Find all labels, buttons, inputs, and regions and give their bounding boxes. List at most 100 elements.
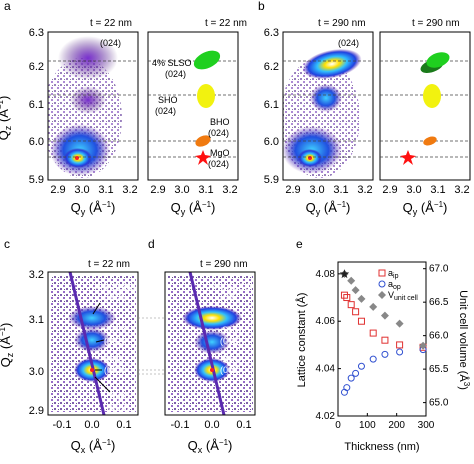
svg-text:BHO: BHO (222, 354, 242, 364)
svg-text:6.2: 6.2 (29, 61, 44, 73)
y2-tick-label: 65.5 (429, 364, 449, 375)
svg-text:(002): (002) (220, 365, 241, 375)
data-point (381, 336, 389, 344)
bho-peak (195, 135, 211, 147)
data-point (369, 302, 378, 311)
rsm-map (48, 272, 138, 415)
data-marks (339, 269, 428, 396)
svg-text:3.0: 3.0 (74, 184, 89, 196)
svg-text:2.9: 2.9 (29, 405, 44, 417)
y-axis-label: Lattice constant (Å) (295, 293, 308, 388)
data-point (380, 311, 389, 320)
svg-text:-0.1: -0.1 (171, 419, 190, 431)
rsm-map (283, 32, 373, 180)
x-ticks: -0.1 0.0 0.1 -0.1 0.0 0.1 (53, 419, 252, 431)
svg-text:BHO: BHO (104, 354, 124, 364)
data-point-star (339, 269, 350, 279)
svg-text:(002): (002) (104, 292, 125, 302)
svg-text:3.2: 3.2 (454, 184, 469, 196)
thickness-label: t = 22 nm (205, 18, 247, 29)
svg-text:3.2: 3.2 (122, 184, 137, 196)
thickness-label: t = 22 nm (90, 18, 132, 29)
data-point (395, 319, 404, 328)
y2-axis-label: Unit cell volume (Å3) (457, 290, 471, 390)
y-ticks-a: 5.9 6.0 6.1 6.2 6.3 (29, 27, 44, 186)
bottom-axes: Qz (Å−1) 2.9 3.0 3.1 3.2 -0.1 0.0 0.1 -0… (0, 269, 252, 455)
data-point (369, 329, 377, 337)
legend-entry: aip (388, 268, 399, 280)
svg-text:Qx (Å−1): Qx (Å−1) (71, 438, 116, 455)
panel-letter: a (4, 0, 11, 13)
svg-text:4% SLSO: 4% SLSO (96, 282, 136, 292)
data-point (343, 384, 351, 392)
y-axis-label: Qz (Å−1) (0, 96, 13, 141)
svg-text:3.1: 3.1 (333, 184, 348, 196)
slso-label: 4% SLSO (152, 58, 192, 68)
slso-index: (024) (165, 69, 186, 79)
slso-peak (193, 50, 221, 70)
svg-text:2.9: 2.9 (150, 184, 165, 196)
rsm-map (48, 32, 138, 180)
svg-text:0.0: 0.0 (204, 419, 219, 431)
y2-tick-label: 65.0 (429, 398, 449, 409)
legend-entry: Vunit cell (388, 290, 418, 302)
x-ticks: 0 100 200 300 (335, 413, 435, 431)
peak-labels: 4% SLSO (002) SHO (002) BHO (002) MgO (0… (96, 282, 136, 412)
x-axis-labels: Qy (Å−1) Qy (Å−1) Qy (Å−1) Qy (Å−1) (71, 200, 448, 217)
data-point (357, 317, 365, 325)
svg-text:Qy (Å−1): Qy (Å−1) (71, 200, 116, 217)
y-tick-label: 4.06 (316, 316, 336, 327)
plot-frame (47, 31, 139, 181)
mgo-peak (400, 150, 416, 165)
data-point (347, 301, 355, 309)
svg-text:6.1: 6.1 (29, 99, 44, 111)
label-arrows (92, 302, 111, 393)
plot-frame (379, 31, 471, 181)
x-axis-labels: Qx (Å−1) Qx (Å−1) (71, 438, 233, 455)
legend-entry: aop (388, 279, 401, 291)
guide-lines (138, 317, 165, 375)
svg-text:3.1: 3.1 (29, 314, 44, 326)
sho-peak (197, 84, 215, 108)
data-point (369, 355, 377, 363)
plot-frame (147, 31, 239, 181)
svg-text:4% SLSO: 4% SLSO (212, 282, 252, 292)
svg-text:3.2: 3.2 (222, 184, 237, 196)
svg-text:SHO: SHO (106, 325, 126, 335)
panel-a-schematic: t = 22 nm 4% SLSO (024) SHO (024) BHO (0… (147, 18, 247, 181)
rsm-map (165, 272, 255, 415)
top-axes: Qz (Å−1) 5.9 6.0 6.1 6.2 6.3 5.9 6.0 6.1… (0, 27, 470, 217)
y-axis-label: Qz (Å−1) (0, 323, 15, 368)
y-tick-label: 4.08 (316, 269, 336, 280)
data-point (343, 294, 351, 302)
svg-text:3.0: 3.0 (406, 184, 421, 196)
guide-lines (48, 60, 138, 158)
svg-text:SHO: SHO (222, 325, 242, 335)
panel-d: d t = 290 nm 4% SLSO (002) SHO (002) BHO… (148, 237, 256, 416)
x-tick-label: 300 (418, 420, 435, 431)
data-point (357, 294, 366, 303)
svg-text:0.1: 0.1 (116, 419, 131, 431)
guide-lines (283, 60, 373, 158)
data-point (352, 369, 360, 377)
data-point (396, 341, 404, 349)
x-ticks: 2.9 3.0 3.1 3.2 2.9 3.0 3.1 3.2 2.9 3.0 … (50, 184, 469, 196)
svg-text:3.2: 3.2 (357, 184, 372, 196)
thickness-label: t = 290 nm (318, 18, 366, 29)
panel-e: e Lattice constant (Å) Unit cell volume … (295, 237, 471, 453)
svg-text:3.2: 3.2 (29, 269, 44, 281)
data-point (347, 374, 355, 382)
sho-label: SHO (158, 95, 178, 105)
data-point (347, 276, 356, 285)
svg-text:6.2: 6.2 (264, 61, 279, 73)
svg-text:3.1: 3.1 (98, 184, 113, 196)
guide-lines (148, 60, 238, 158)
panel-letter: e (296, 237, 303, 251)
bho-label: BHO (210, 117, 230, 127)
mgo-peak (195, 150, 211, 165)
svg-text:3.1: 3.1 (198, 184, 213, 196)
legend-marker (378, 280, 386, 288)
panel-letter: b (258, 0, 265, 13)
panel-b: b t = 290 nm (024) (258, 0, 374, 181)
